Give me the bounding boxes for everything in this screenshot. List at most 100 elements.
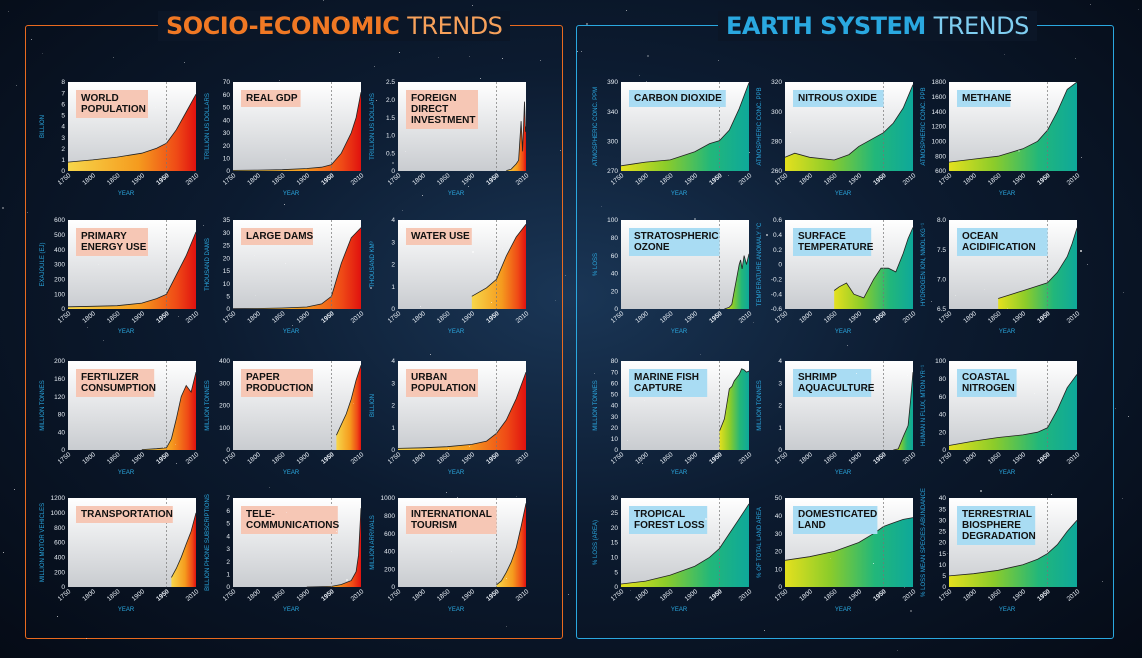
star-decoration [991, 150, 992, 151]
star-decoration [764, 630, 765, 631]
y-tick-label: 390 [607, 79, 618, 86]
x-tick-label: 2010 [185, 451, 201, 466]
star-decoration [346, 19, 347, 20]
y-tick-label: 50 [775, 495, 783, 502]
series-line [833, 227, 914, 299]
x-tick-label: 1950 [1036, 172, 1052, 187]
chart-label-line: BIOSPHERE [962, 520, 1021, 531]
x-tick-label: 1850 [987, 451, 1003, 466]
y-tick-label: 1 [61, 157, 65, 164]
x-tick-label: 1750 [222, 310, 238, 325]
x-tick-label: 1850 [659, 310, 675, 325]
x-tick-label: 1900 [1012, 588, 1028, 603]
series-line [336, 365, 362, 436]
x-tick-label: 2010 [185, 588, 201, 603]
x-tick-label: 1900 [461, 588, 477, 603]
y-tick-label: 15 [223, 268, 231, 275]
y-tick-label: 7 [61, 90, 65, 97]
star-decoration [451, 551, 452, 552]
chart-label-line: TROPICAL [634, 509, 685, 520]
star-decoration [947, 553, 948, 554]
star-decoration [644, 400, 645, 401]
star-decoration [438, 57, 439, 58]
star-decoration [469, 56, 470, 57]
star-decoration [667, 86, 668, 87]
y-tick-label: 400 [54, 247, 65, 254]
y-tick-label: 40 [611, 403, 619, 410]
y-tick-label: 1000 [932, 139, 947, 146]
chart-label-line: CONSUMPTION [81, 383, 156, 394]
star-decoration [1051, 494, 1052, 495]
y-tick-label: 160 [54, 376, 65, 383]
x-tick-label: 1750 [938, 451, 954, 466]
star-decoration [318, 226, 319, 227]
chart-label-line: URBAN [411, 372, 447, 383]
star-decoration [166, 596, 167, 597]
x-tick-label: 2010 [515, 451, 531, 466]
y-tick-label: 0 [778, 447, 782, 454]
y-tick-label: 0 [226, 584, 230, 591]
x-tick-label: 1900 [848, 451, 864, 466]
y-tick-label: 800 [935, 153, 946, 160]
y-axis-label: EXAJOULE (EJ) [40, 242, 46, 286]
x-tick-label: 1800 [246, 588, 262, 603]
y-tick-label: 0 [614, 306, 618, 313]
series-line [506, 101, 527, 171]
x-tick-label: 1750 [222, 172, 238, 187]
x-tick-label: 1800 [798, 588, 814, 603]
earth-system-title: EARTH SYSTEM TRENDS [718, 11, 1037, 41]
chart-label-box [76, 90, 148, 118]
star-decoration [630, 590, 631, 591]
chart-label-line: TERRESTRIAL [962, 509, 1032, 520]
x-axis-label: YEAR [283, 329, 300, 335]
y-tick-label: 40 [775, 513, 783, 520]
y-tick-label: 400 [219, 358, 230, 365]
x-axis-label: YEAR [283, 191, 300, 197]
y-axis-label: HYDROGEN ION, NMOL KG⁻¹ [921, 223, 927, 306]
x-tick-label: 2010 [738, 172, 754, 187]
series-line [784, 84, 914, 161]
x-tick-label: 1900 [1012, 451, 1028, 466]
series-area [785, 517, 913, 587]
y-tick-label: 600 [54, 217, 65, 224]
series-area [949, 82, 1077, 171]
y-tick-label: 0 [226, 306, 230, 313]
star-decoration [190, 180, 191, 181]
star-decoration [502, 248, 503, 249]
x-tick-label: 1950 [1036, 310, 1052, 325]
star-decoration [103, 340, 104, 341]
x-tick-label: 1850 [271, 451, 287, 466]
series-line [496, 503, 527, 586]
series-line [67, 231, 197, 308]
y-tick-label: 30 [611, 414, 619, 421]
x-axis-label: YEAR [835, 191, 852, 197]
x-tick-label: 1900 [296, 588, 312, 603]
y-tick-label: 60 [939, 394, 947, 401]
series-area [621, 503, 749, 587]
star-decoration [203, 225, 204, 226]
chart-socio-5: WATER USE 0 1 2 3 4 THOUSAND KM³ 1750 1800 1850 19… [370, 217, 531, 335]
y-tick-label: 100 [54, 291, 65, 298]
y-tick-label: 0 [614, 447, 618, 454]
y-tick-label: 200 [384, 566, 395, 573]
y-tick-label: 280 [771, 139, 782, 146]
chart-label-box [406, 90, 478, 129]
star-decoration [472, 251, 474, 253]
y-tick-label: 5 [226, 521, 230, 528]
star-decoration [98, 264, 99, 265]
star-decoration [285, 159, 286, 160]
star-decoration [284, 204, 285, 205]
x-axis-label: YEAR [118, 470, 135, 476]
chart-label-box [957, 369, 1017, 397]
x-tick-label: 1750 [938, 588, 954, 603]
y-tick-label: 40 [611, 271, 619, 278]
y-axis-label: % LOSS [593, 253, 599, 276]
x-axis-label: YEAR [835, 329, 852, 335]
x-axis-label: YEAR [448, 329, 465, 335]
x-tick-label: 2010 [350, 310, 366, 325]
star-decoration [422, 195, 423, 196]
